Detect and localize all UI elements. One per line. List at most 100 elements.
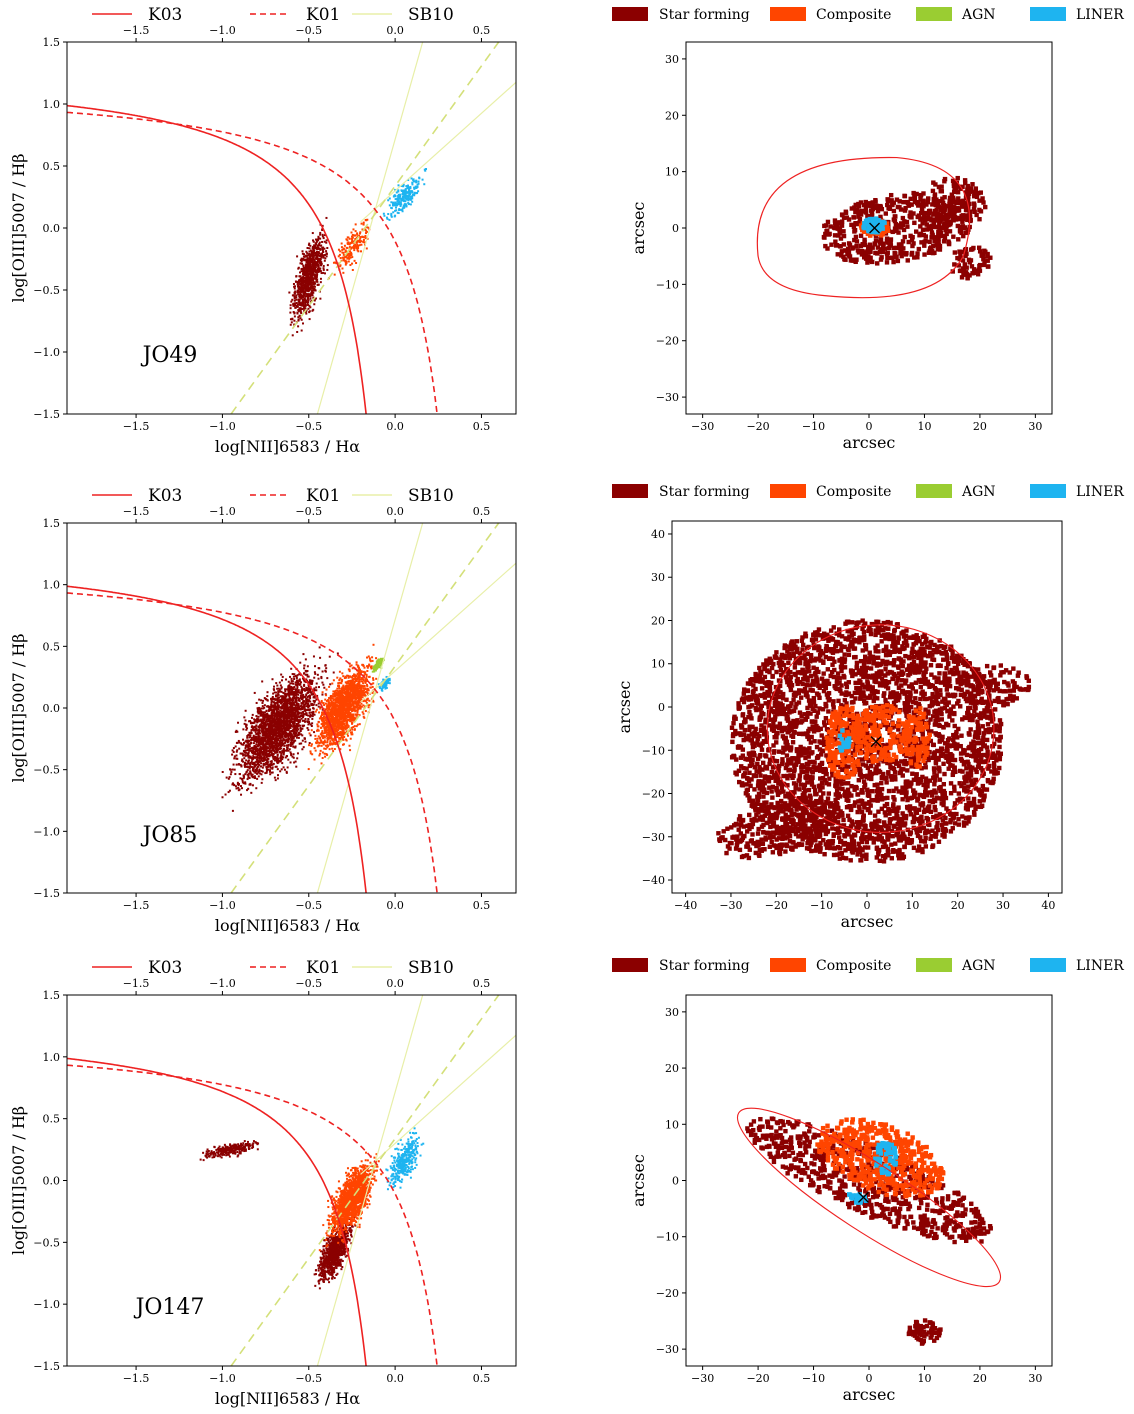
scatter-point xyxy=(246,778,249,781)
scatter-point xyxy=(357,708,360,711)
scatter-point xyxy=(249,772,252,775)
scatter-point xyxy=(283,735,286,738)
scatter-point xyxy=(365,219,368,222)
scatter-point xyxy=(249,771,252,774)
scatter-point xyxy=(332,695,335,698)
scatter-point xyxy=(317,269,320,272)
scatter-point xyxy=(256,737,259,740)
scatter-point xyxy=(288,731,291,734)
scatter-point xyxy=(353,684,356,687)
scatter-point xyxy=(246,789,249,792)
scatter-point xyxy=(280,743,283,746)
scatter-point xyxy=(301,695,304,698)
scatter-point xyxy=(311,753,314,756)
scatter-point xyxy=(240,759,243,762)
scatter-point xyxy=(397,184,400,187)
scatter-point xyxy=(313,695,316,698)
scatter-point xyxy=(406,186,409,189)
scatter-point xyxy=(277,704,280,707)
scatter-point xyxy=(401,207,404,210)
x-axis-label: log[NII]6583 / Hα xyxy=(215,437,360,456)
scatter-point xyxy=(342,257,345,260)
scatter-point xyxy=(349,696,352,699)
scatter-point xyxy=(300,733,303,736)
scatter-point xyxy=(293,319,296,322)
scatter-point xyxy=(294,733,297,736)
scatter-point xyxy=(344,711,347,714)
scatter-point xyxy=(326,264,329,267)
scatter-point xyxy=(242,754,245,757)
scatter-point xyxy=(228,776,231,779)
scatter-point xyxy=(300,728,303,731)
scatter-point xyxy=(253,761,256,764)
scatter-point xyxy=(235,754,238,757)
scatter-point xyxy=(276,753,279,756)
scatter-point xyxy=(281,739,284,742)
scatter-point xyxy=(303,297,306,300)
scatter-point xyxy=(351,241,354,244)
scatter-point xyxy=(361,235,364,238)
scatter-point xyxy=(255,743,258,746)
scatter-point xyxy=(231,768,234,771)
scatter-point xyxy=(272,745,275,748)
y-tick-label: −1.5 xyxy=(33,408,60,421)
scatter-point xyxy=(303,309,306,312)
scatter-point xyxy=(291,707,294,710)
scatter-point xyxy=(350,241,353,244)
scatter-point xyxy=(296,305,299,308)
scatter-point xyxy=(301,250,304,253)
scatter-point xyxy=(283,714,286,717)
scatter-point xyxy=(261,705,264,708)
scatter-point xyxy=(305,272,308,275)
scatter-point xyxy=(284,721,287,724)
scatter-point xyxy=(251,769,254,772)
scatter-point xyxy=(300,702,303,705)
scatter-point xyxy=(276,751,279,754)
scatter-point xyxy=(289,318,292,321)
scatter-point xyxy=(345,714,348,717)
scatter-point xyxy=(325,694,328,697)
scatter-point xyxy=(309,700,312,703)
scatter-point xyxy=(239,752,242,755)
scatter-point xyxy=(310,693,313,696)
scatter-point xyxy=(411,181,414,184)
scatter-point xyxy=(284,720,287,723)
scatter-point xyxy=(267,757,270,760)
scatter-point xyxy=(292,303,295,306)
scatter-point xyxy=(309,259,312,262)
scatter-point xyxy=(298,301,301,304)
scatter-point xyxy=(294,290,297,293)
scatter-point xyxy=(281,707,284,710)
scatter-point xyxy=(280,752,283,755)
scatter-point xyxy=(271,712,274,715)
scatter-point xyxy=(409,191,412,194)
scatter-point xyxy=(272,753,275,756)
scatter-point xyxy=(319,281,322,284)
scatter-point xyxy=(284,704,287,707)
scatter-point xyxy=(362,678,365,681)
scatter-point xyxy=(396,202,399,205)
scatter-point xyxy=(236,757,239,760)
scatter-point xyxy=(277,708,280,711)
scatter-point xyxy=(250,738,253,741)
scatter-point xyxy=(411,190,414,193)
scatter-point xyxy=(278,688,281,691)
scatter-point xyxy=(306,720,309,723)
scatter-point xyxy=(277,706,280,709)
scatter-point xyxy=(275,695,278,698)
scatter-point xyxy=(341,697,344,700)
scatter-point xyxy=(257,720,260,723)
scatter-point xyxy=(310,258,313,261)
scatter-point xyxy=(303,687,306,690)
scatter-point xyxy=(404,188,407,191)
scatter-point xyxy=(266,761,269,764)
scatter-point xyxy=(356,240,359,243)
scatter-star-forming xyxy=(221,646,339,812)
scatter-point xyxy=(284,707,287,710)
scatter-point xyxy=(253,776,256,779)
scatter-point xyxy=(286,741,289,744)
scatter-point xyxy=(229,768,232,771)
scatter-point xyxy=(309,276,312,279)
scatter-point xyxy=(262,745,265,748)
scatter-point xyxy=(250,757,253,760)
